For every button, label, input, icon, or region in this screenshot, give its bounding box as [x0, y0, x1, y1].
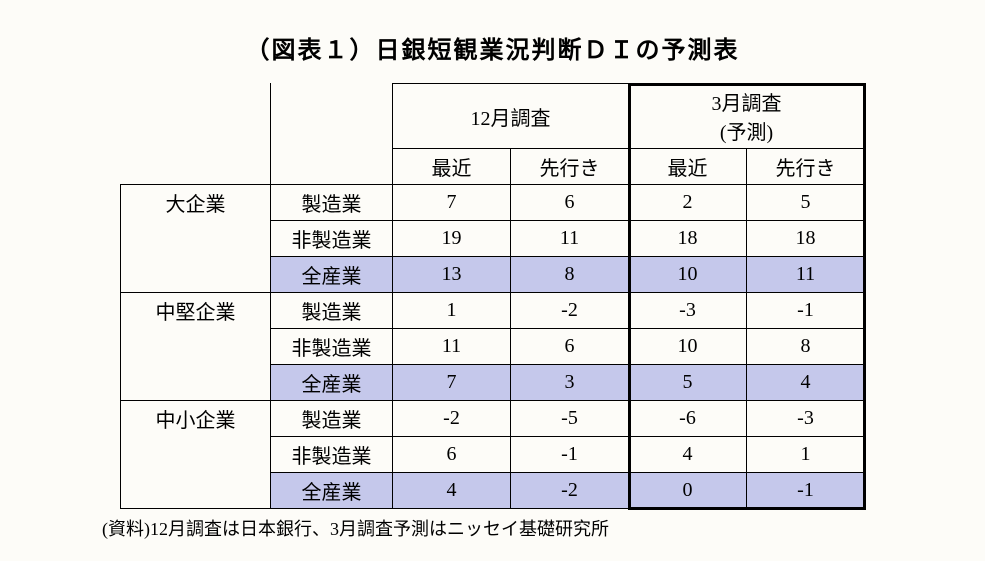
sub-label: 製造業 [271, 401, 393, 437]
blank-corner-2 [271, 84, 393, 185]
cell: 11 [511, 221, 629, 257]
table-wrap: 12月調査 3月調査 (予測) 最近 先行き 最近 先行き 大企業 製造業 7 … [120, 83, 865, 509]
sub-label: 製造業 [271, 185, 393, 221]
cell: 4 [629, 437, 747, 473]
cell: 7 [393, 365, 511, 401]
cell: 10 [629, 329, 747, 365]
cell: 6 [393, 437, 511, 473]
col-group-mar: 3月調査 (予測) [629, 84, 865, 149]
sub-label: 非製造業 [271, 329, 393, 365]
cell: 0 [629, 473, 747, 509]
source-note: (資料)12月調査は日本銀行、3月調査予測はニッセイ基礎研究所 [102, 515, 955, 541]
table-title: （図表１）日銀短観業況判断ＤＩの予測表 [30, 30, 955, 65]
cell: 4 [393, 473, 511, 509]
cell: 19 [393, 221, 511, 257]
col-mar-outlook: 先行き [747, 149, 865, 185]
cell: 6 [511, 185, 629, 221]
cell: 5 [747, 185, 865, 221]
cell: -2 [511, 473, 629, 509]
cell: 2 [629, 185, 747, 221]
cell: -1 [511, 437, 629, 473]
cell: 8 [747, 329, 865, 365]
sub-label: 非製造業 [271, 437, 393, 473]
cell: -5 [511, 401, 629, 437]
cell: 6 [511, 329, 629, 365]
cell: -3 [629, 293, 747, 329]
cell: 8 [511, 257, 629, 293]
table-row: 中小企業 製造業 -2 -5 -6 -3 [121, 401, 865, 437]
mar-line1: 3月調査 [712, 93, 782, 115]
sub-label: 非製造業 [271, 221, 393, 257]
col-dec-recent: 最近 [393, 149, 511, 185]
cell: 4 [747, 365, 865, 401]
cell: 18 [747, 221, 865, 257]
cell: 3 [511, 365, 629, 401]
cell: -2 [511, 293, 629, 329]
cell: -2 [393, 401, 511, 437]
mar-line2: (予測) [720, 122, 773, 144]
sub-label: 製造業 [271, 293, 393, 329]
cell: 10 [629, 257, 747, 293]
cell: -1 [747, 473, 865, 509]
di-forecast-table: 12月調査 3月調査 (予測) 最近 先行き 最近 先行き 大企業 製造業 7 … [120, 83, 865, 509]
cell: -1 [747, 293, 865, 329]
sub-label: 全産業 [271, 473, 393, 509]
cell: 18 [629, 221, 747, 257]
cell: 5 [629, 365, 747, 401]
cell: 1 [393, 293, 511, 329]
cell: 11 [393, 329, 511, 365]
cell: 7 [393, 185, 511, 221]
col-mar-recent: 最近 [629, 149, 747, 185]
cell: -3 [747, 401, 865, 437]
col-group-dec: 12月調査 [393, 84, 629, 149]
cell: -6 [629, 401, 747, 437]
category-label: 大企業 [121, 185, 271, 293]
cell: 11 [747, 257, 865, 293]
col-dec-outlook: 先行き [511, 149, 629, 185]
sub-label: 全産業 [271, 365, 393, 401]
table-row: 中堅企業 製造業 1 -2 -3 -1 [121, 293, 865, 329]
header-row-1: 12月調査 3月調査 (予測) [121, 84, 865, 149]
category-label: 中小企業 [121, 401, 271, 509]
sub-label: 全産業 [271, 257, 393, 293]
blank-corner [121, 84, 271, 185]
category-label: 中堅企業 [121, 293, 271, 401]
table-row: 大企業 製造業 7 6 2 5 [121, 185, 865, 221]
cell: 13 [393, 257, 511, 293]
cell: 1 [747, 437, 865, 473]
